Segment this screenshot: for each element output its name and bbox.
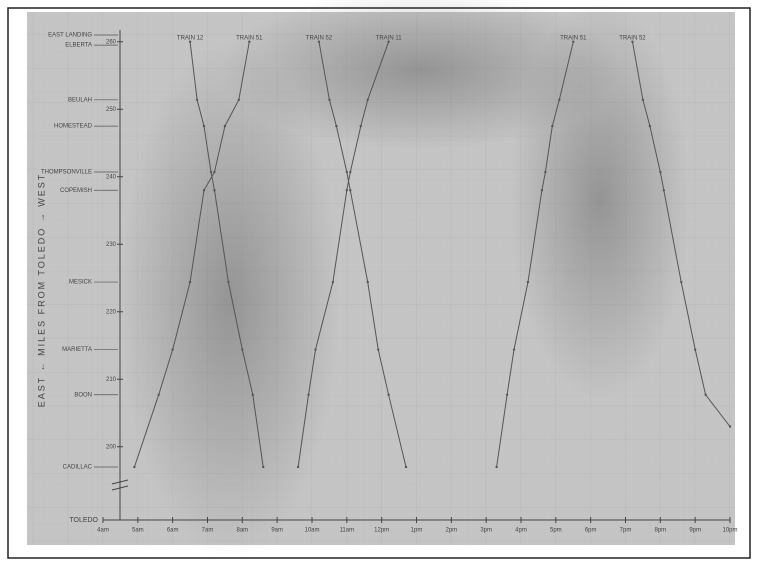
train-label: TRAIN 52 — [306, 35, 333, 41]
y-axis-label: EAST ← MILES FROM TOLEDO → WEST — [36, 173, 46, 408]
x-tick-label: 10am — [304, 528, 319, 534]
train-point — [328, 99, 330, 101]
train-point — [346, 171, 348, 173]
train-point — [659, 171, 661, 173]
train-point — [196, 99, 198, 101]
x-tick-label: 9pm — [689, 528, 701, 534]
train-point — [346, 189, 348, 191]
train-point — [262, 466, 264, 468]
train-point — [252, 394, 254, 396]
train-point — [506, 394, 508, 396]
station-label: MARIETTA — [62, 347, 92, 353]
x-tick-label: 9am — [271, 528, 283, 534]
train-point — [314, 348, 316, 350]
train-point — [213, 189, 215, 191]
train-label: TRAIN 52 — [619, 35, 646, 41]
train-point — [171, 348, 173, 350]
train-point — [332, 281, 334, 283]
x-tick-label: 2pm — [445, 528, 457, 534]
x-tick-label: 5am — [132, 528, 144, 534]
train-point — [227, 281, 229, 283]
train-point — [558, 99, 560, 101]
x-tick-label: 7am — [202, 528, 214, 534]
x-tick-label: 6am — [167, 528, 179, 534]
train-point — [663, 189, 665, 191]
y-tick-label: 230 — [106, 242, 117, 248]
shadow — [510, 0, 690, 400]
train-point — [189, 281, 191, 283]
x-tick-label: 8am — [236, 528, 248, 534]
y-tick-label: 210 — [106, 377, 117, 383]
station-label: CADILLAC — [63, 465, 93, 471]
train-label: TRAIN 51 — [236, 35, 263, 41]
y-tick-label: 250 — [106, 107, 117, 113]
train-point — [297, 466, 299, 468]
train-point — [541, 189, 543, 191]
station-label: THOMPSONVILLE — [41, 170, 92, 176]
x-tick-label: 11am — [340, 528, 355, 534]
train-point — [224, 125, 226, 127]
station-label: MESICK — [69, 280, 92, 286]
train-point — [238, 99, 240, 101]
train-point — [377, 348, 379, 350]
screenshot: TOLEDO EAST ← MILES FROM TOLEDO → WEST 4… — [0, 0, 760, 567]
train-point — [544, 171, 546, 173]
train-point — [158, 394, 160, 396]
train-point — [694, 348, 696, 350]
train-point — [405, 466, 407, 468]
station-label: HOMESTEAD — [54, 124, 93, 130]
x-tick-label: 5pm — [550, 528, 562, 534]
train-point — [551, 125, 553, 127]
train-point — [210, 171, 212, 173]
train-point — [349, 189, 351, 191]
train-point — [307, 394, 309, 396]
train-point — [367, 281, 369, 283]
train-point — [133, 466, 135, 468]
train-point — [680, 281, 682, 283]
train-point — [360, 125, 362, 127]
y-tick-label: 240 — [106, 174, 117, 180]
y-tick-label: 260 — [106, 39, 117, 45]
x-tick-label: 7pm — [620, 528, 632, 534]
x-tick-label: 4am — [97, 528, 109, 534]
x-tick-label: 12pm — [374, 528, 389, 534]
y-tick-label: 220 — [106, 309, 117, 315]
train-point — [495, 466, 497, 468]
train-point — [203, 125, 205, 127]
train-point — [642, 99, 644, 101]
station-label: BOON — [74, 392, 92, 398]
train-point — [387, 394, 389, 396]
train-point — [203, 189, 205, 191]
station-label: BEULAH — [68, 97, 92, 103]
train-point — [213, 171, 215, 173]
train-point — [527, 281, 529, 283]
x-tick-label: 8pm — [654, 528, 666, 534]
x-tick-label: 6pm — [585, 528, 597, 534]
train-point — [367, 99, 369, 101]
break-label: TOLEDO — [69, 517, 98, 524]
train-point — [241, 348, 243, 350]
train-point — [335, 125, 337, 127]
train-point — [349, 171, 351, 173]
x-tick-label: 10pm — [722, 528, 737, 534]
station-label: COPEMISH — [60, 188, 92, 194]
train-point — [649, 125, 651, 127]
page: {"chart_data": {"type": "line", "y_axis_… — [0, 0, 760, 567]
train-label: TRAIN 12 — [177, 35, 204, 41]
train-point — [729, 425, 731, 427]
station-label: ELBERTA — [65, 43, 92, 49]
x-tick-label: 3pm — [480, 528, 492, 534]
train-point — [513, 348, 515, 350]
x-tick-label: 4pm — [515, 528, 527, 534]
train-label: TRAIN 51 — [560, 35, 587, 41]
train-label: TRAIN 11 — [376, 35, 403, 41]
y-tick-label: 200 — [106, 444, 117, 450]
x-tick-label: 1pm — [411, 528, 423, 534]
station-label: EAST LANDING — [48, 33, 92, 39]
train-point — [704, 394, 706, 396]
